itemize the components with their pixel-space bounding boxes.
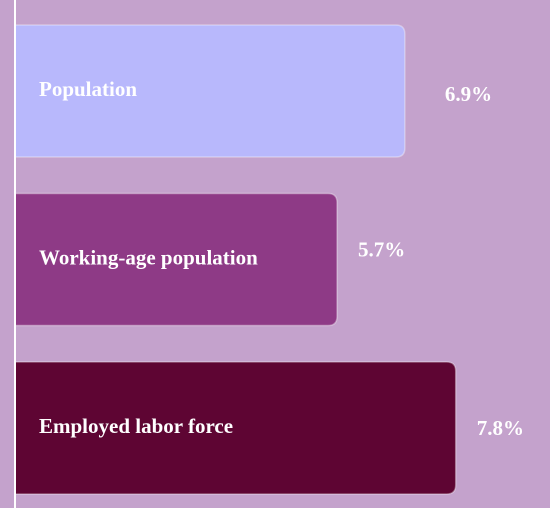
value-label: 7.8%	[477, 416, 524, 440]
bar	[14, 361, 457, 495]
value-label: 6.9%	[445, 82, 492, 106]
bar	[14, 192, 338, 327]
bar-label: Employed labor force	[39, 414, 233, 438]
value-label: 5.7%	[358, 237, 405, 261]
bar-label: Working-age population	[39, 245, 258, 269]
bar	[14, 24, 406, 158]
bar-label: Population	[39, 77, 137, 101]
